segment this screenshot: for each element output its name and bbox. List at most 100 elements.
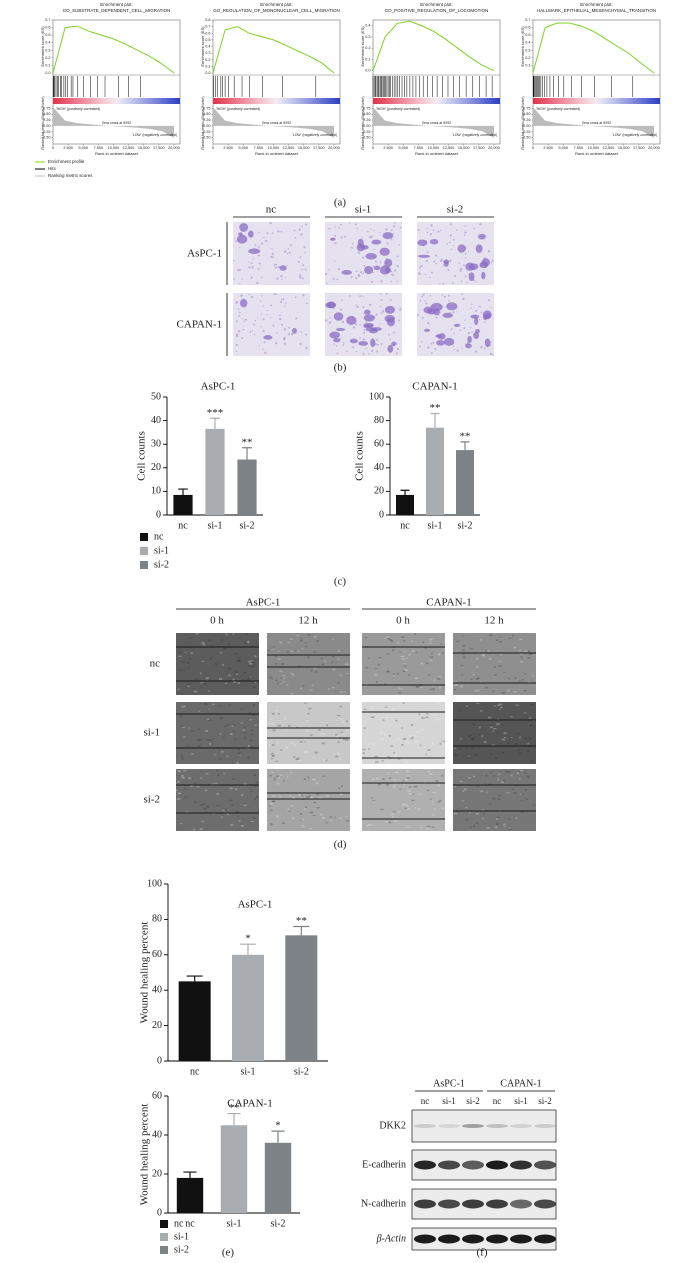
pore — [391, 229, 393, 231]
pore — [293, 229, 296, 232]
x-tick-label: 10,000 — [588, 146, 600, 150]
texture — [314, 671, 318, 673]
significance: ** — [296, 915, 307, 927]
texture — [532, 675, 535, 677]
y-tick-label: 0 — [157, 1055, 162, 1066]
texture — [518, 680, 522, 682]
cell — [470, 314, 480, 319]
pore — [460, 280, 463, 282]
texture — [177, 688, 180, 691]
texture — [375, 761, 379, 763]
texture — [409, 792, 413, 795]
metric-tick-label: 0.50 — [363, 112, 370, 116]
texture — [490, 753, 493, 755]
pore — [421, 295, 424, 298]
texture — [389, 777, 392, 779]
texture — [520, 799, 523, 801]
pore — [235, 320, 238, 323]
blot-band — [486, 1160, 508, 1170]
wound-image — [176, 769, 259, 831]
x-tick-label: 5,000 — [558, 146, 568, 150]
blot-band — [414, 1124, 436, 1128]
pore — [279, 317, 282, 321]
texture — [212, 703, 215, 706]
pore — [447, 268, 450, 271]
texture — [199, 738, 203, 741]
y-tick-label: 0.6 — [525, 26, 530, 30]
y-tick-label: 0 — [157, 1207, 162, 1218]
texture — [220, 717, 223, 720]
texture — [497, 773, 501, 776]
texture — [208, 639, 212, 642]
pore — [235, 350, 238, 353]
texture — [271, 800, 276, 803]
pore — [393, 331, 396, 334]
cell — [371, 239, 382, 245]
texture — [271, 771, 275, 773]
cell — [341, 269, 352, 275]
x-tick-label: 2,500 — [543, 146, 553, 150]
x-tick-label: 10,000 — [428, 146, 440, 150]
texture — [318, 728, 322, 731]
texture — [309, 734, 313, 736]
texture — [492, 634, 495, 637]
pore — [367, 230, 369, 233]
texture — [526, 657, 531, 659]
pore — [396, 280, 398, 282]
texture — [201, 820, 204, 823]
texture — [337, 741, 340, 744]
texture — [276, 682, 279, 685]
pore — [363, 264, 366, 267]
texture — [381, 719, 385, 721]
pore — [419, 299, 422, 302]
texture — [300, 819, 303, 821]
texture — [181, 776, 185, 779]
enrichment-curve — [532, 22, 655, 74]
pore — [239, 283, 241, 285]
rank-heatbar — [373, 98, 500, 104]
texture — [404, 669, 408, 671]
pore — [426, 251, 429, 254]
texture — [493, 775, 495, 777]
y-tick-label: 0.0 — [205, 71, 210, 75]
texture — [236, 673, 239, 675]
cell — [423, 306, 433, 314]
pore — [241, 337, 244, 340]
texture — [324, 660, 326, 663]
texture — [229, 799, 233, 802]
texture — [330, 819, 333, 822]
texture — [221, 809, 225, 811]
pore — [466, 281, 468, 284]
pore — [390, 280, 392, 283]
texture — [273, 778, 276, 780]
texture — [415, 685, 420, 688]
texture — [462, 656, 466, 659]
texture — [386, 671, 390, 673]
texture — [311, 684, 314, 686]
texture — [276, 815, 279, 818]
legend-label: si-2 — [174, 1244, 189, 1255]
texture — [480, 790, 484, 793]
y-tick-label: 0 — [379, 509, 384, 520]
pore — [238, 330, 241, 333]
texture — [454, 684, 458, 687]
y-tick-label: 40 — [374, 462, 384, 473]
pore — [379, 231, 381, 234]
texture — [497, 778, 500, 781]
texture — [460, 664, 464, 666]
texture — [225, 682, 228, 684]
pore — [251, 266, 254, 269]
texture — [484, 783, 487, 786]
texture — [249, 719, 252, 721]
texture — [254, 785, 258, 787]
pore — [389, 299, 392, 301]
texture — [187, 667, 190, 669]
pore — [248, 266, 250, 268]
texture — [421, 717, 425, 719]
cell — [423, 328, 431, 332]
texture — [345, 738, 348, 741]
cell — [384, 258, 393, 268]
texture — [401, 658, 405, 660]
texture — [186, 810, 188, 813]
error-bar — [400, 489, 410, 495]
